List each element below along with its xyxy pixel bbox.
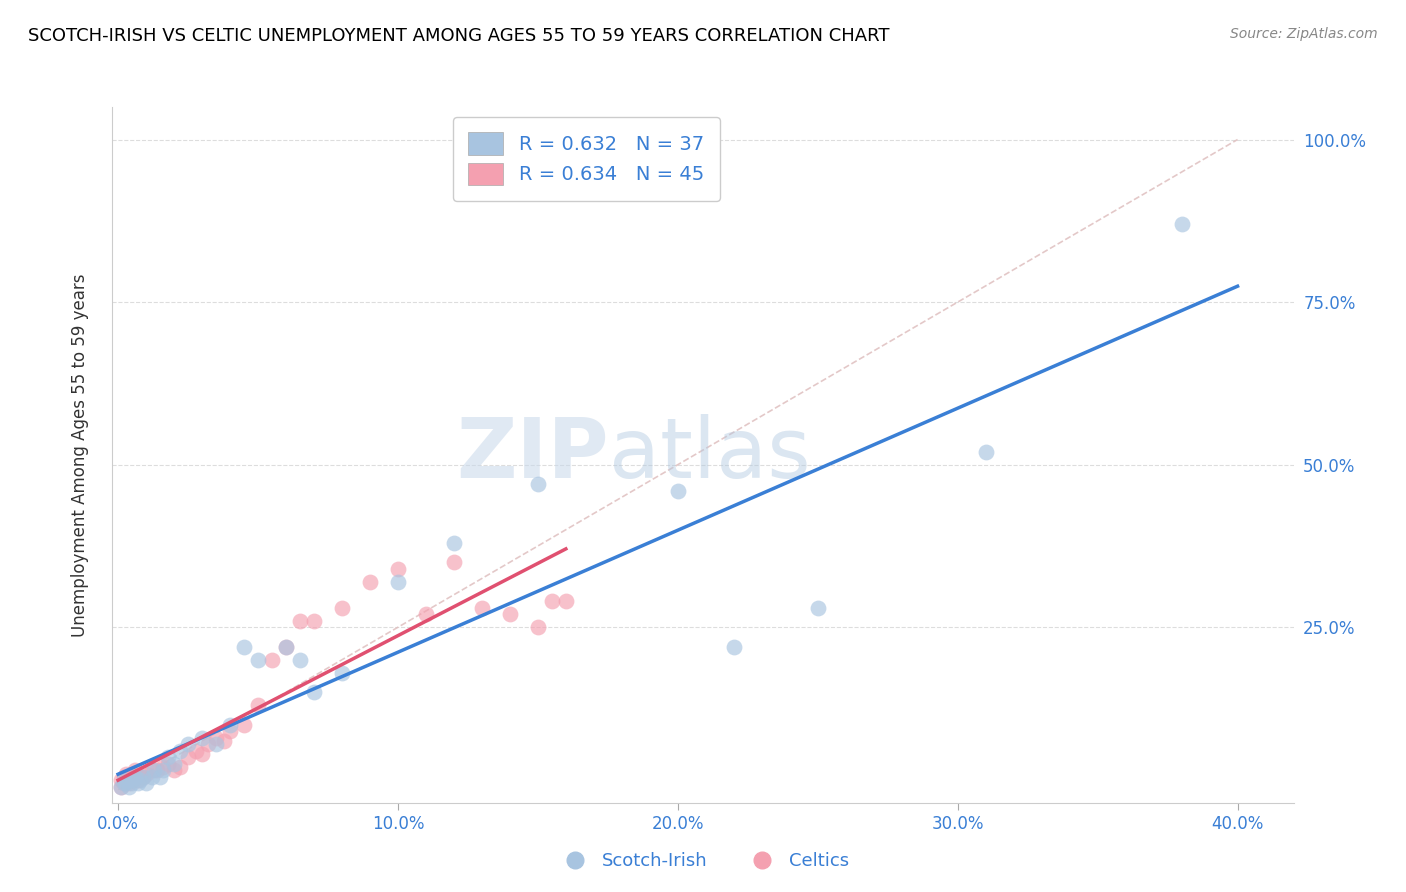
Point: [135, 766, 157, 780]
Point: [121, 772, 143, 787]
Point: [330, 665, 353, 680]
Point: [359, 574, 381, 589]
Point: [274, 640, 297, 654]
Point: [112, 772, 135, 787]
Point: [124, 764, 146, 778]
Point: [219, 724, 242, 739]
Point: [214, 734, 236, 748]
Point: [124, 770, 146, 784]
Point: [197, 737, 219, 751]
Point: [723, 640, 745, 654]
Point: [141, 770, 163, 784]
Point: [302, 685, 325, 699]
Point: [471, 600, 494, 615]
Point: [288, 614, 311, 628]
Point: [288, 653, 311, 667]
Point: [132, 770, 155, 784]
Text: Source: ZipAtlas.com: Source: ZipAtlas.com: [1230, 27, 1378, 41]
Point: [146, 764, 169, 778]
Text: SCOTCH-IRISH VS CELTIC UNEMPLOYMENT AMONG AGES 55 TO 59 YEARS CORRELATION CHART: SCOTCH-IRISH VS CELTIC UNEMPLOYMENT AMON…: [28, 27, 890, 45]
Point: [191, 747, 214, 761]
Point: [141, 764, 163, 778]
Legend: Scotch-Irish, Celtics: Scotch-Irish, Celtics: [550, 845, 856, 877]
Point: [121, 766, 143, 780]
Point: [666, 483, 689, 498]
Point: [974, 444, 997, 458]
Point: [115, 776, 138, 790]
Point: [110, 772, 132, 787]
Point: [152, 760, 174, 774]
Point: [260, 653, 283, 667]
Text: atlas: atlas: [609, 415, 810, 495]
Point: [115, 766, 138, 780]
Point: [163, 764, 186, 778]
Point: [527, 477, 550, 491]
Point: [121, 772, 143, 787]
Point: [233, 718, 256, 732]
Point: [112, 770, 135, 784]
Point: [118, 770, 141, 784]
Point: [169, 744, 191, 758]
Point: [527, 620, 550, 634]
Point: [115, 772, 138, 787]
Point: [132, 770, 155, 784]
Point: [169, 760, 191, 774]
Point: [443, 555, 465, 569]
Point: [135, 776, 157, 790]
Point: [177, 750, 200, 764]
Point: [330, 600, 353, 615]
Point: [387, 562, 409, 576]
Point: [443, 535, 465, 549]
Point: [274, 640, 297, 654]
Y-axis label: Unemployment Among Ages 55 to 59 years: Unemployment Among Ages 55 to 59 years: [70, 273, 89, 637]
Point: [127, 776, 149, 790]
Point: [191, 731, 214, 745]
Point: [110, 780, 132, 794]
Point: [121, 776, 143, 790]
Point: [157, 750, 180, 764]
Point: [302, 614, 325, 628]
Point: [177, 737, 200, 751]
Point: [143, 764, 166, 778]
Point: [110, 780, 132, 794]
Point: [205, 731, 228, 745]
Point: [127, 772, 149, 787]
Point: [247, 698, 270, 713]
Point: [118, 780, 141, 794]
Point: [129, 772, 152, 787]
Point: [112, 776, 135, 790]
Point: [163, 756, 186, 771]
Point: [149, 770, 172, 784]
Point: [247, 653, 270, 667]
Point: [118, 776, 141, 790]
Point: [152, 764, 174, 778]
Point: [1170, 217, 1192, 231]
Point: [807, 600, 830, 615]
Point: [129, 770, 152, 784]
Point: [186, 744, 208, 758]
Point: [205, 737, 228, 751]
Point: [157, 756, 180, 771]
Point: [124, 770, 146, 784]
Point: [499, 607, 522, 622]
Point: [554, 594, 576, 608]
Point: [541, 594, 564, 608]
Point: [233, 640, 256, 654]
Point: [219, 718, 242, 732]
Point: [415, 607, 437, 622]
Text: ZIP: ZIP: [456, 415, 609, 495]
Point: [387, 574, 409, 589]
Point: [112, 776, 135, 790]
